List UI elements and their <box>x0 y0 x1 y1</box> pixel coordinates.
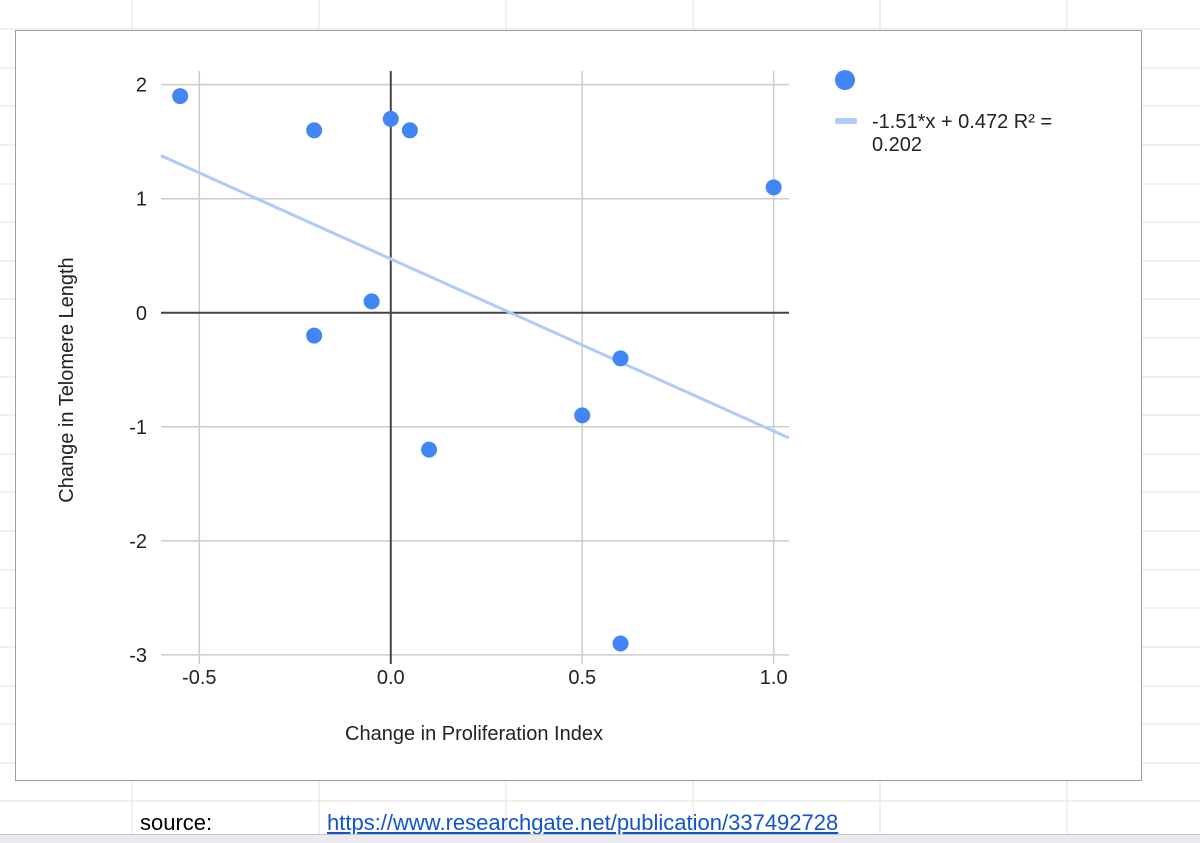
data-point <box>574 407 591 424</box>
scatter-chart: -0.5 0.0 0.5 1.0 2 1 0 -1 -2 -3 Change in Prolif… <box>56 70 1058 745</box>
legend-trendline-swatch <box>835 118 857 124</box>
trendline <box>160 154 790 440</box>
legend: -1.51*x + 0.472 R² = 0.202 <box>835 70 1058 156</box>
data-point <box>612 635 629 652</box>
x-tick-label: -0.5 <box>182 667 216 689</box>
source-label-cell: source: <box>140 810 213 835</box>
x-axis-title: Change in Proliferation Index <box>345 723 603 745</box>
y-tick-label: -3 <box>129 645 147 667</box>
data-point <box>306 327 323 344</box>
trendline-layer <box>160 154 790 440</box>
data-point <box>363 293 380 310</box>
legend-trendline-line1: -1.51*x + 0.472 R² = <box>872 111 1052 133</box>
data-point <box>306 122 323 139</box>
x-tick-label: 1.0 <box>760 667 788 689</box>
legend-series-marker <box>835 70 855 90</box>
y-tick-label: 2 <box>136 75 147 97</box>
x-tick-label: 0.5 <box>568 667 596 689</box>
data-points <box>172 88 782 652</box>
legend-trendline-line2: 0.202 <box>872 134 922 156</box>
y-tick-labels: 2 1 0 -1 -2 -3 <box>129 75 147 667</box>
data-point <box>421 441 438 458</box>
y-axis-title: Change in Telomere Length <box>56 257 78 502</box>
legend-trendline-label: -1.51*x + 0.472 R² = 0.202 <box>872 111 1058 156</box>
data-point <box>401 122 418 139</box>
x-tick-labels: -0.5 0.0 0.5 1.0 <box>182 667 788 689</box>
data-point <box>172 88 189 105</box>
y-tick-label: 0 <box>136 303 147 325</box>
y-tick-label: 1 <box>136 189 147 211</box>
y-tick-label: -1 <box>129 417 147 439</box>
data-point <box>765 179 782 196</box>
sheet-bottom-bar <box>0 834 1200 843</box>
source-link-cell[interactable]: https://www.researchgate.net/publication… <box>327 810 839 835</box>
y-tick-label: -2 <box>129 531 147 553</box>
zero-axes <box>161 71 789 664</box>
data-point <box>612 350 629 367</box>
gridlines <box>161 71 789 664</box>
x-tick-label: 0.0 <box>377 667 405 689</box>
chart-container[interactable]: -0.5 0.0 0.5 1.0 2 1 0 -1 -2 -3 Change in Prolif… <box>15 30 1142 781</box>
data-point <box>382 110 399 127</box>
